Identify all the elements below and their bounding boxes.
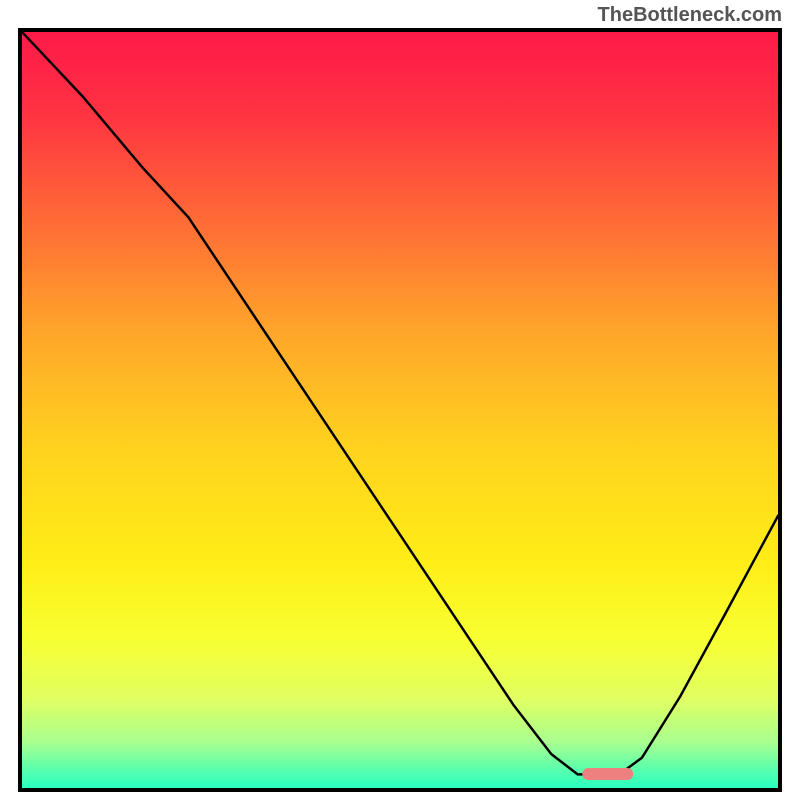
optimal-marker [582, 768, 633, 780]
bottleneck-chart [18, 28, 782, 792]
watermark-text: TheBottleneck.com [598, 4, 782, 27]
bottleneck-curve [22, 32, 778, 788]
